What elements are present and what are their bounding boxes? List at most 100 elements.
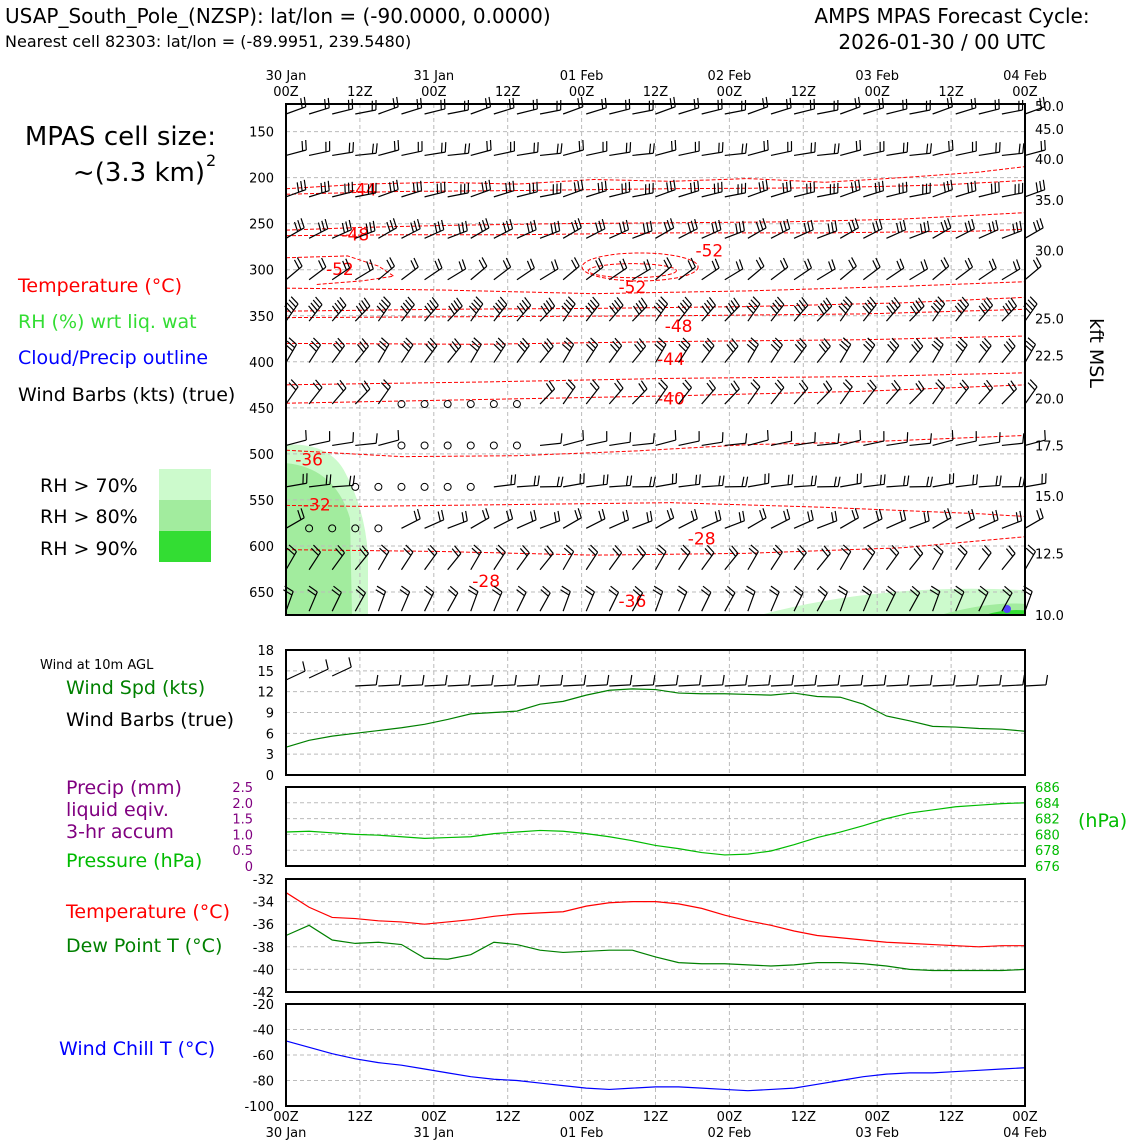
wind-barb xyxy=(377,257,395,281)
surface-wind-barb xyxy=(285,661,306,681)
wind-barb xyxy=(817,143,840,157)
wind-barb xyxy=(632,510,653,529)
wind-barb xyxy=(678,337,691,363)
wind-barb xyxy=(632,143,655,157)
wind-barb xyxy=(955,544,968,571)
wind-barb xyxy=(377,337,390,363)
wind-barb xyxy=(655,508,675,529)
wind-barb xyxy=(909,545,924,571)
wind-barb xyxy=(400,337,414,363)
wind-barb xyxy=(285,179,307,198)
wind-barb xyxy=(886,475,910,488)
wind-barb xyxy=(885,296,901,322)
calm-wind-circle xyxy=(374,524,383,533)
wind-barb xyxy=(539,99,562,115)
wind-barb xyxy=(516,258,535,281)
wind-barb xyxy=(978,475,1002,488)
isotherm-label: -28 xyxy=(688,530,716,550)
surface-wind-barb xyxy=(1024,674,1049,687)
wind-barb xyxy=(424,544,438,571)
wind-barb xyxy=(770,431,793,447)
wind-barb xyxy=(886,142,909,157)
wind-barb xyxy=(770,474,794,488)
bottom-date-label: 04 Feb xyxy=(1003,1126,1047,1140)
wind-barb xyxy=(284,337,298,363)
wind-barb xyxy=(747,379,761,405)
wind-barb xyxy=(307,585,318,612)
wind-barb xyxy=(632,259,651,281)
top-time-tick: 12Z xyxy=(938,85,964,100)
wind-barb xyxy=(863,97,885,115)
wind-barb xyxy=(655,257,673,281)
wind-barb xyxy=(401,508,421,529)
wind-barb xyxy=(747,473,770,488)
wind-barb xyxy=(562,430,585,447)
wind-barb xyxy=(701,296,716,322)
wind-panel-frame xyxy=(285,649,1026,776)
surface-wind-barb xyxy=(493,674,517,687)
wind-barb xyxy=(608,258,628,281)
wind-barb xyxy=(770,180,792,198)
wind-barb xyxy=(793,432,816,447)
wind-barb xyxy=(1023,337,1037,363)
wind-barb xyxy=(308,296,323,322)
precip-panel-frame xyxy=(285,786,1026,867)
wind-barb xyxy=(586,97,607,115)
wind-barb xyxy=(909,220,930,239)
wind-barb xyxy=(355,433,378,447)
wind-barb xyxy=(955,141,977,157)
wind-barb xyxy=(862,544,876,571)
rh80-swatch xyxy=(159,500,211,531)
wind-barb xyxy=(747,96,769,115)
height-tick-label: 40.0 xyxy=(1035,153,1064,168)
wind-barb xyxy=(978,142,1001,157)
height-tick-label: 10.0 xyxy=(1035,609,1064,624)
precip-label-2: liquid eqiv. xyxy=(66,799,169,821)
wind-barb xyxy=(886,98,908,115)
wind-barb xyxy=(354,380,371,405)
wind-barb xyxy=(909,585,921,612)
wind-barb xyxy=(631,545,647,571)
wind-barb xyxy=(932,257,950,281)
bottom-time-tick: 00Z xyxy=(1012,1110,1038,1125)
wind-barb xyxy=(399,585,411,612)
wind-barb xyxy=(470,218,490,239)
wind-barb xyxy=(308,544,322,571)
wind-barb xyxy=(816,545,831,571)
isotherm-label: -44 xyxy=(657,350,685,370)
wind-barb xyxy=(747,508,767,529)
pressure-label: Pressure (hPa) xyxy=(66,850,202,872)
wind-barb xyxy=(355,220,376,239)
wind-barb xyxy=(331,337,346,363)
wind-barb xyxy=(1024,473,1047,488)
wind-barb xyxy=(978,258,997,281)
wind-barb xyxy=(284,296,299,322)
top-time-tick: 12Z xyxy=(791,85,817,100)
wind-barb xyxy=(909,338,924,363)
isotherm-label: -52 xyxy=(695,241,723,261)
wind-barb xyxy=(562,379,576,405)
wind-barb xyxy=(1024,544,1037,571)
wind-barb xyxy=(285,508,305,529)
pressure-ytick: 678 xyxy=(1035,844,1060,859)
wind-barb xyxy=(608,585,620,612)
wind-barb xyxy=(724,585,736,612)
precip-ytick: 2.0 xyxy=(232,797,253,812)
wind-barb xyxy=(724,476,749,488)
wind-barb xyxy=(886,509,907,529)
temperature-line xyxy=(285,892,1025,948)
wind-barb xyxy=(493,337,506,363)
wind-barb xyxy=(285,379,299,405)
wind-barb xyxy=(632,220,653,239)
wind-barb xyxy=(539,545,554,571)
cell-size-value: ~(3.3 km) xyxy=(73,158,205,188)
pressure-tick-label: 400 xyxy=(249,356,274,371)
temp-panel-ytick: -38 xyxy=(253,941,274,956)
calm-wind-circle xyxy=(466,400,475,409)
wind-barb xyxy=(285,544,298,571)
wind-barb xyxy=(816,259,836,281)
wind-barb xyxy=(793,585,804,612)
wind-barb xyxy=(562,139,585,157)
surface-wind-barb xyxy=(655,674,679,687)
